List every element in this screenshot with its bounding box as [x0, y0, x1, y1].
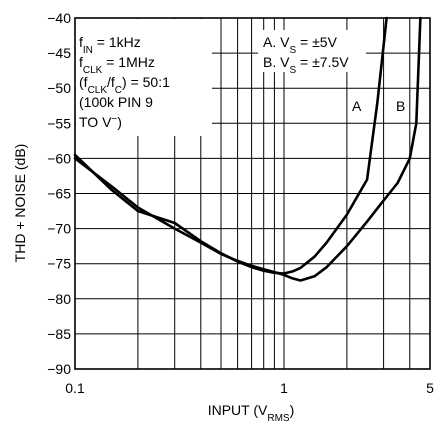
conditions-background — [76, 19, 212, 136]
legend: A. VS = ±5V B. VS = ±7.5V — [263, 34, 349, 76]
y-axis-label: THD + NOISE (dB) — [12, 144, 28, 263]
test-conditions: fIN = 1kHz fCLK = 1MHz (fCLK/fC) = 50:1 … — [79, 34, 170, 130]
plot-frame — [74, 17, 431, 370]
y-tick-label: −75 — [47, 256, 71, 272]
y-tick-label: −40 — [47, 10, 71, 26]
condition-resistor-to: TO V−) — [79, 114, 122, 131]
legend-background — [258, 30, 366, 72]
x-tick-label: 1 — [280, 380, 288, 396]
legend-entry-a: A. VS = ±5V — [263, 34, 338, 56]
y-tick-label: −80 — [47, 291, 71, 307]
curve-layer — [73, 16, 422, 282]
x-tick-label: 5 — [426, 380, 434, 396]
tick-label-layer: −90 −85 −80 −75 −70 −65 −60 −55 −50 −45 −40 0.1 1 5 — [47, 10, 434, 396]
y-tick-label: −70 — [47, 221, 71, 237]
y-tick-label: −85 — [47, 326, 71, 342]
y-tick-label: −60 — [47, 150, 71, 166]
y-tick-label: −50 — [47, 80, 71, 96]
y-tick-label: −55 — [47, 115, 71, 131]
condition-resistor: (100k PIN 9 — [79, 94, 153, 110]
curve-label-a: A — [352, 98, 362, 114]
y-tick-label: −45 — [47, 45, 71, 61]
x-tick-label: 0.1 — [65, 380, 85, 396]
condition-fclk: fCLK = 1MHz — [79, 54, 155, 76]
y-tick-label: −65 — [47, 186, 71, 202]
condition-ratio: (fCLK/fC) = 50:1 — [79, 74, 170, 96]
series-line-b — [73, 16, 422, 282]
x-axis-label: INPUT (VRMS) — [208, 402, 295, 424]
condition-fin: fIN = 1kHz — [79, 34, 141, 56]
legend-entry-b: B. VS = ±7.5V — [263, 54, 349, 76]
y-tick-label: −90 — [47, 361, 71, 377]
curve-label-b: B — [396, 98, 405, 114]
